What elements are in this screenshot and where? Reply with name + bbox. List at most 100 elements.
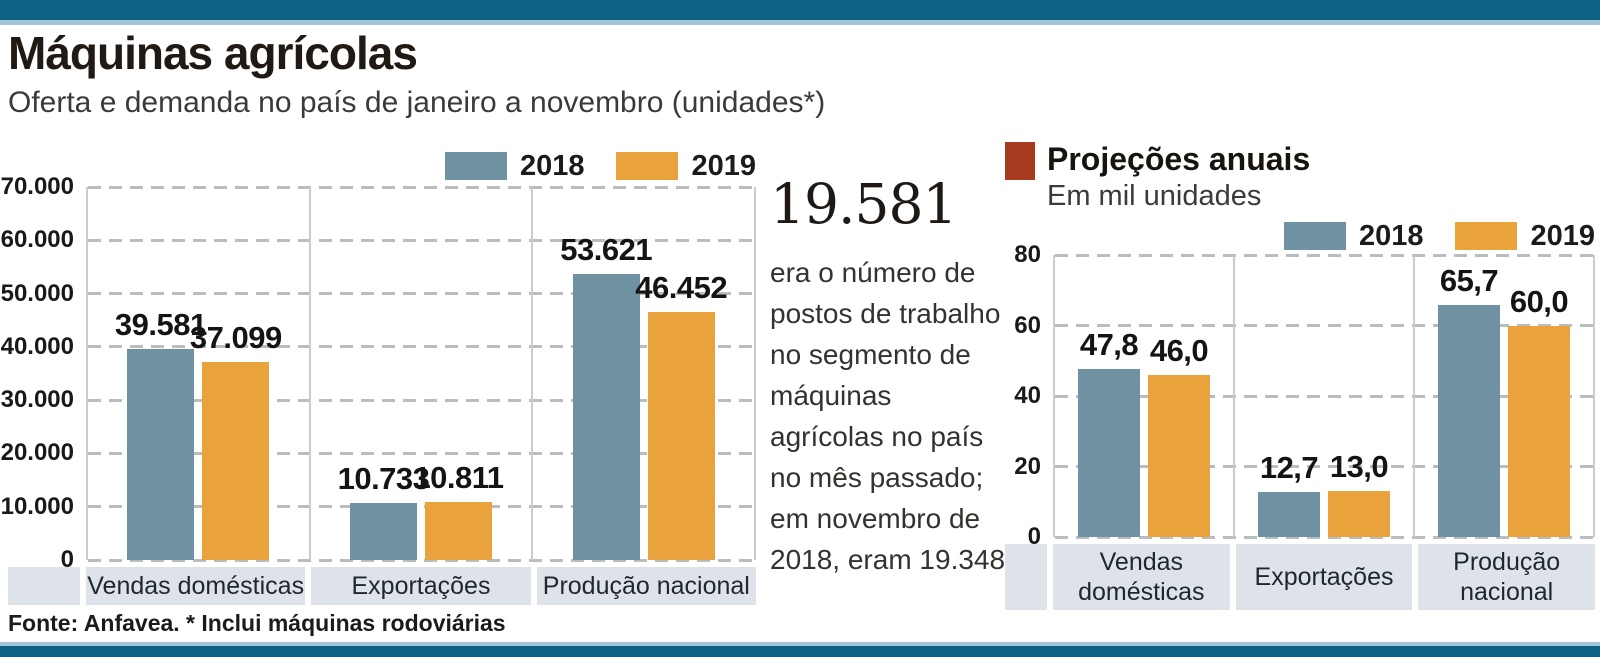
- gridline: [88, 558, 756, 562]
- annual-projections-chart: Projeções anuais Em mil unidades 2018 201…: [1005, 140, 1596, 610]
- bar-2019: [647, 312, 715, 560]
- category-label-line: Exportações: [1254, 563, 1394, 591]
- y-tick-label: 70.000: [0, 173, 74, 200]
- projections-subtitle: Em mil unidades: [1047, 180, 1262, 212]
- bar-2018: [350, 502, 417, 560]
- gridline: [88, 398, 756, 402]
- chart-legend: 2018 2019: [8, 150, 756, 182]
- category-label: Vendas domésticas: [1053, 544, 1230, 610]
- bar-group-item: 12,7: [1258, 450, 1320, 537]
- category-label: Produção nacional: [536, 567, 756, 605]
- y-axis: 70.000 60.000 50.000 40.000 30.000 20.000 10.0…: [1, 174, 86, 573]
- bar-value-label: 60,0: [1509, 283, 1569, 319]
- category-label-line: Produção: [1453, 548, 1561, 576]
- bar-2019: [1328, 491, 1390, 537]
- y-tick-label: 50.000: [0, 279, 74, 307]
- gridline: [1055, 465, 1595, 468]
- bar-group-item: 53.621: [560, 232, 653, 560]
- legend-label-2019: 2019: [691, 149, 756, 182]
- gridline: [88, 451, 756, 455]
- category-label-line: Vendas domésticas: [87, 572, 305, 600]
- gridline: [88, 345, 756, 349]
- bar-value-label: 46.452: [635, 270, 728, 306]
- bar-value-label: 53.621: [560, 232, 653, 268]
- y-tick-label: 20.000: [0, 439, 74, 467]
- legend-swatch-2018: [444, 152, 507, 180]
- page-title: Máquinas agrícolas: [8, 27, 418, 79]
- bar-2018: [572, 274, 640, 560]
- category-section: 65,7 60,0: [1415, 255, 1595, 537]
- bar-group-item: 46,0: [1148, 333, 1210, 537]
- y-tick-label: 0: [60, 546, 74, 573]
- bar-2019: [1148, 374, 1210, 537]
- bar-group-item: 13,0: [1328, 449, 1390, 537]
- bar-2018: [1438, 305, 1500, 537]
- y-tick-label: 60.000: [0, 226, 74, 254]
- chart-plot-area: 70.000 60.000 50.000 40.000 30.000 20.000 10.0…: [1, 174, 757, 573]
- category-band: Vendas domésticas Exportações Produção nacio…: [1005, 544, 1596, 610]
- domestic-units-chart: 2018 2019 70.000 60.000 50.000 40.000 30.000 2…: [1, 140, 757, 605]
- bar-group-item: 10.811: [413, 460, 504, 560]
- gridline: [88, 292, 756, 296]
- category-band-stub: [1005, 544, 1047, 610]
- top-border: [0, 0, 1600, 25]
- y-tick-label: 30.000: [0, 386, 74, 414]
- category-section: 53.621 46.452: [533, 187, 757, 560]
- gridline: [1055, 535, 1595, 539]
- legend-item-2018: 2018: [444, 150, 584, 183]
- category-section: 47,8 46,0: [1055, 255, 1235, 537]
- gridline: [1055, 394, 1595, 398]
- plot-sections: 47,8 46,0 12,7 13,0 65,7 60,0: [1055, 255, 1595, 537]
- page-subtitle: Oferta e demanda no país de janeiro a no…: [8, 86, 826, 119]
- y-tick-label: 60: [1014, 311, 1041, 339]
- gridline: [1055, 253, 1595, 257]
- bar-value-label: 47,8: [1079, 326, 1139, 362]
- category-section: 39.581 37.099: [88, 187, 311, 560]
- plot-sections: 39.581 37.099 10.733 10.811 53.621 46.452: [88, 187, 757, 560]
- bar-2018: [1258, 492, 1320, 537]
- gridline: [1055, 324, 1595, 327]
- callout-number: 19.581: [770, 172, 957, 236]
- gridline: [88, 238, 756, 242]
- bar-value-label: 65,7: [1439, 263, 1499, 299]
- plot: 47,8 46,0 12,7 13,0 65,7 60,0: [1053, 253, 1595, 539]
- bar-group-item: 47,8: [1078, 327, 1140, 537]
- y-tick-label: 40.000: [0, 332, 74, 360]
- chart-plot-area: 80 60 40 20 0 47,8 46,0 12,7 13,0 65,7 60,0: [1005, 242, 1595, 550]
- projections-header: Projeções anuais Em mil unidades: [1005, 140, 1595, 218]
- category-section: 10.733 10.811: [311, 187, 534, 560]
- bar-value-label: 10.733: [337, 460, 430, 496]
- y-tick-label: 10.000: [0, 492, 74, 520]
- legend-swatch-2018: [1283, 222, 1346, 250]
- category-label-line: domésticas: [1078, 578, 1205, 606]
- chart-legend: 2018 2019: [1005, 220, 1595, 252]
- bar-2019: [202, 362, 270, 560]
- plot: 39.581 37.099 10.733 10.811 53.621 46.452: [86, 185, 757, 562]
- bottom-border: [0, 642, 1600, 657]
- legend-label-2019: 2019: [1530, 219, 1595, 252]
- category-label-line: Exportações: [351, 572, 491, 600]
- bar-2019: [1508, 325, 1570, 537]
- category-label: Produção nacional: [1418, 544, 1596, 610]
- legend-swatch-2019: [1455, 222, 1518, 250]
- bar-group-item: 10.733: [338, 461, 430, 560]
- source-note: Fonte: Anfavea. * Inclui máquinas rodovi…: [8, 610, 506, 636]
- category-label: Exportações: [311, 567, 531, 605]
- y-tick-label: 40: [1014, 382, 1041, 409]
- bar-group-item: 60,0: [1508, 284, 1570, 537]
- bar-value-label: 46,0: [1149, 332, 1209, 368]
- callout-text: era o número de postos de trabalho no se…: [770, 257, 1006, 575]
- bar-2018: [127, 349, 195, 560]
- y-tick-label: 0: [1027, 523, 1041, 550]
- legend-swatch-2019: [616, 152, 679, 180]
- bar-2019: [425, 502, 492, 560]
- bar-value-label: 13,0: [1329, 449, 1389, 485]
- gridline: [88, 185, 756, 189]
- bar-group-item: 37.099: [190, 320, 282, 560]
- category-label: Vendas domésticas: [86, 567, 306, 605]
- bar-group-item: 65,7: [1438, 263, 1500, 537]
- gridline: [88, 505, 756, 509]
- bar-value-label: 12,7: [1259, 450, 1319, 486]
- bar-group-item: 46.452: [635, 270, 728, 560]
- jobs-callout: 19.581 era o número de postos de trabalh…: [770, 172, 1008, 580]
